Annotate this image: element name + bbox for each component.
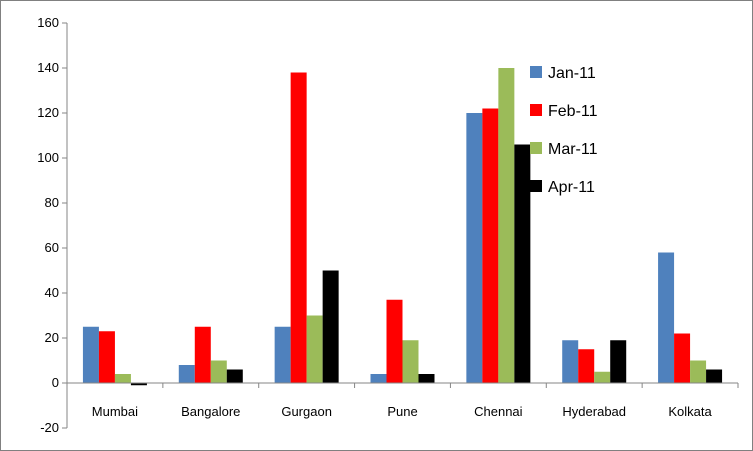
legend-swatch <box>530 104 542 116</box>
x-category-label: Kolkata <box>668 404 712 419</box>
bar-apr-11-mumbai <box>130 383 147 386</box>
bar-mar-11-kolkata <box>690 360 707 383</box>
x-category-label: Gurgaon <box>281 404 332 419</box>
bar-apr-11-chennai <box>514 144 531 383</box>
y-tick-label: 20 <box>45 330 59 345</box>
bar-feb-11-mumbai <box>98 331 115 383</box>
legend-swatch <box>530 66 542 78</box>
x-category-label: Hyderabad <box>562 404 626 419</box>
bar-jan-11-chennai <box>466 113 483 383</box>
bar-apr-11-gurgaon <box>322 270 339 383</box>
y-tick-label: 140 <box>37 60 59 75</box>
bar-apr-11-hyderabad <box>610 340 627 383</box>
bars <box>82 68 723 386</box>
bar-jan-11-mumbai <box>82 326 99 383</box>
y-tick-label: 40 <box>45 285 59 300</box>
bar-feb-11-chennai <box>482 108 499 383</box>
bar-feb-11-bangalore <box>194 326 211 383</box>
bar-jan-11-hyderabad <box>562 340 579 383</box>
legend-swatch <box>530 142 542 154</box>
y-tick-label: 100 <box>37 150 59 165</box>
bar-mar-11-mumbai <box>114 374 131 383</box>
y-tick-label: 80 <box>45 195 59 210</box>
bar-mar-11-bangalore <box>210 360 227 383</box>
legend-label: Jan-11 <box>548 65 596 82</box>
legend-label: Mar-11 <box>548 141 598 158</box>
bar-feb-11-hyderabad <box>578 349 595 383</box>
bar-jan-11-kolkata <box>658 252 675 383</box>
bar-mar-11-hyderabad <box>594 371 611 383</box>
legend: Jan-11 Feb-11 Mar-11 Apr-11 <box>530 65 598 196</box>
x-axis: Mumbai Bangalore Gurgaon Pune Chennai Hyderab… <box>66 382 739 419</box>
y-tick-label: 60 <box>45 240 59 255</box>
bar-feb-11-kolkata <box>674 333 691 383</box>
bar-mar-11-gurgaon <box>306 315 323 383</box>
legend-label: Feb-11 <box>548 103 598 120</box>
bar-apr-11-pune <box>418 374 435 383</box>
x-category-label: Mumbai <box>92 404 138 419</box>
bar-feb-11-pune <box>386 299 403 383</box>
y-tick-label: 160 <box>37 15 59 30</box>
y-axis: 160 140 120 100 80 60 40 20 0 -20 <box>37 15 68 435</box>
y-tick-label: -20 <box>40 420 59 435</box>
bar-mar-11-pune <box>402 340 419 383</box>
y-tick-label: 120 <box>37 105 59 120</box>
x-category-label: Chennai <box>474 404 523 419</box>
x-category-label: Pune <box>387 404 417 419</box>
legend-swatch <box>530 180 542 192</box>
bar-apr-11-bangalore <box>226 369 243 383</box>
bar-jan-11-gurgaon <box>274 326 291 383</box>
x-category-label: Bangalore <box>181 404 240 419</box>
bar-jan-11-bangalore <box>178 365 195 383</box>
bar-feb-11-gurgaon <box>290 72 307 383</box>
legend-label: Apr-11 <box>548 179 595 196</box>
y-tick-label: 0 <box>52 375 59 390</box>
bar-mar-11-chennai <box>498 68 515 383</box>
bar-jan-11-pune <box>370 374 387 383</box>
bar-apr-11-kolkata <box>706 369 723 383</box>
